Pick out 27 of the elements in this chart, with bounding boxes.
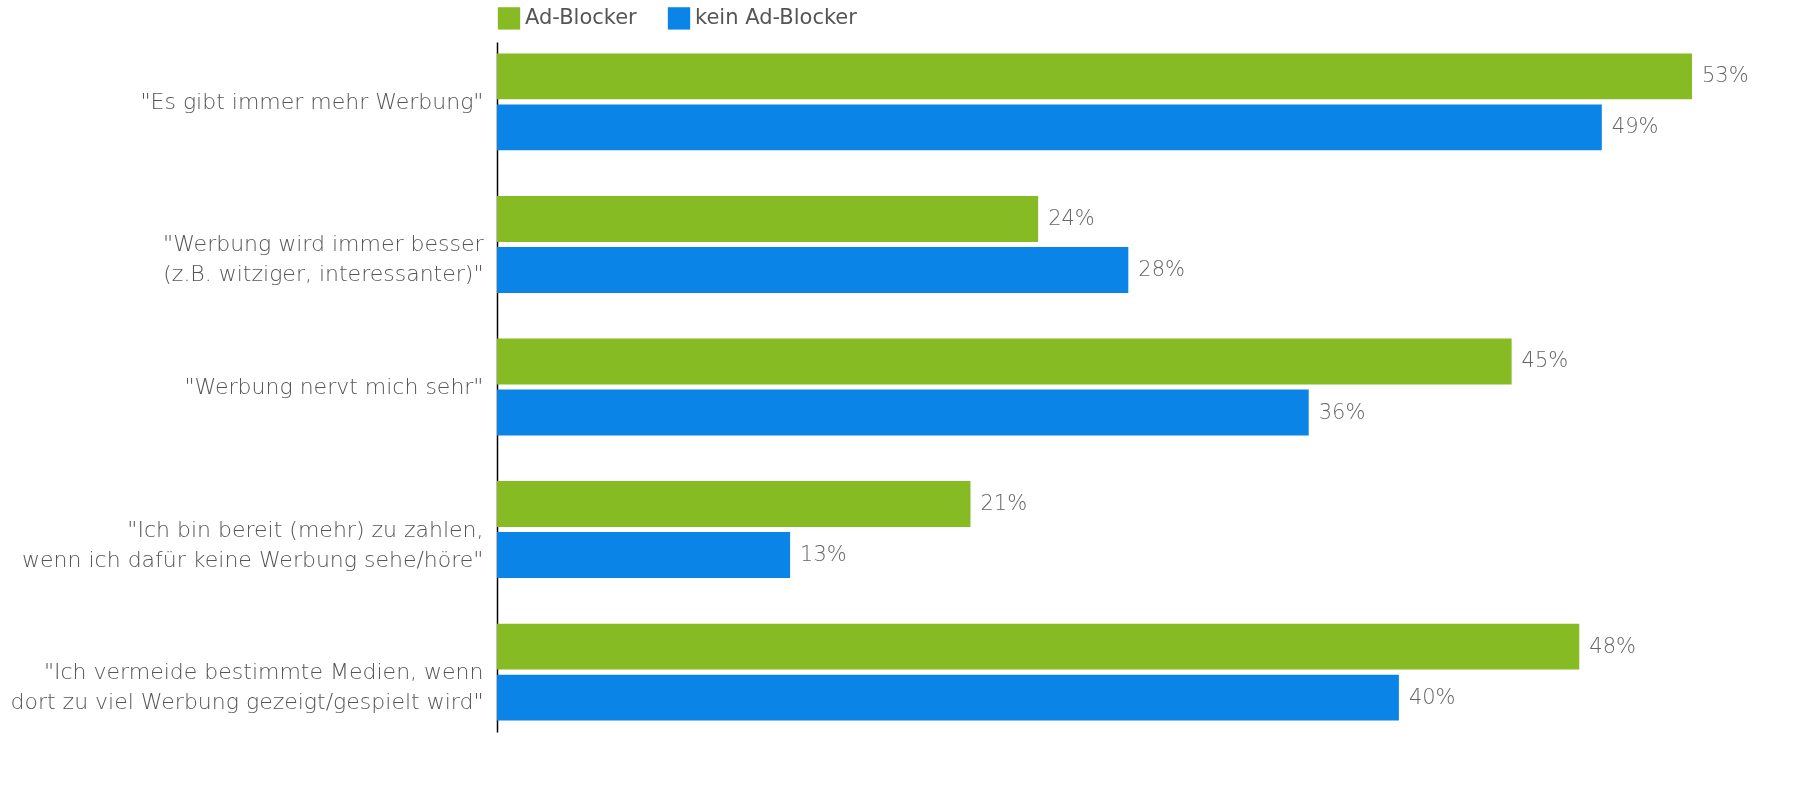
data-label: 13% bbox=[800, 542, 847, 567]
legend-label: Ad-Blocker bbox=[525, 5, 638, 30]
bar bbox=[497, 195, 1039, 242]
data-label: 40% bbox=[1408, 684, 1456, 709]
y-tick-label: "Werbung nervt mich sehr" bbox=[184, 374, 484, 399]
y-tick-label: "Es gibt immer mehr Werbung" bbox=[140, 88, 484, 114]
bar bbox=[497, 246, 1129, 293]
data-label: 28% bbox=[1138, 256, 1186, 281]
bar bbox=[497, 338, 1512, 385]
bar bbox=[497, 104, 1602, 151]
data-label: 53% bbox=[1702, 63, 1749, 88]
y-tick-label: "Ich vermeide bestimmte Medien, wenn dort zu viel Werbung gezeigt/gespielt wird" bbox=[10, 659, 484, 715]
legend-label: kein Ad-Blocker bbox=[695, 5, 858, 30]
bar bbox=[497, 623, 1580, 670]
bar bbox=[497, 674, 1399, 721]
bar bbox=[497, 389, 1309, 436]
data-label: 45% bbox=[1521, 348, 1569, 373]
data-label: 21% bbox=[980, 491, 1028, 516]
y-tick-label: "Ich bin bereit (mehr) zu zahlen, wenn ich dafür keine Werbung sehe/höre" bbox=[22, 516, 484, 572]
bar bbox=[497, 481, 971, 528]
y-tick-label: "Werbung wird immer besser (z.B. witziger, interessanter)" bbox=[163, 231, 485, 287]
bar bbox=[497, 53, 1692, 100]
bar bbox=[497, 532, 791, 579]
data-label: 48% bbox=[1589, 633, 1636, 658]
data-label: 24% bbox=[1048, 205, 1095, 230]
data-label: 49% bbox=[1611, 114, 1659, 139]
data-label: 36% bbox=[1318, 399, 1366, 424]
